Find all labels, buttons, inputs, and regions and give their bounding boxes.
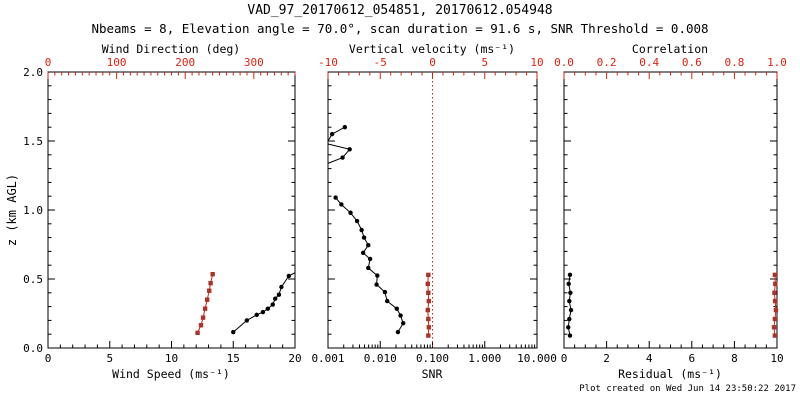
svg-text:-10: -10 xyxy=(318,56,338,69)
series-vertical-velocity xyxy=(425,272,432,338)
residual-axis-title: Residual (ms⁻¹) xyxy=(618,367,722,381)
series-snr-upper-a xyxy=(327,125,348,142)
svg-text:15: 15 xyxy=(227,352,240,365)
svg-text:10: 10 xyxy=(530,56,543,69)
plot-subtitle: Nbeams = 8, Elevation angle = 70.0°, sca… xyxy=(91,21,709,36)
svg-text:0.2: 0.2 xyxy=(597,56,617,69)
svg-text:-5: -5 xyxy=(374,56,387,69)
svg-text:300: 300 xyxy=(244,56,264,69)
plot-created-timestamp: Plot created on Wed Jun 14 23:50:22 2017 xyxy=(579,384,796,394)
svg-text:1.000: 1.000 xyxy=(468,352,501,365)
vertical-velocity-axis-title: Vertical velocity (ms⁻¹) xyxy=(348,42,516,56)
svg-text:4: 4 xyxy=(646,352,653,365)
snr-axis-title: SNR xyxy=(421,367,443,381)
svg-text:5: 5 xyxy=(106,352,113,365)
series-residual xyxy=(566,272,574,338)
svg-text:0: 0 xyxy=(429,56,436,69)
svg-text:2.0: 2.0 xyxy=(23,66,43,79)
svg-text:10.000: 10.000 xyxy=(517,352,557,365)
svg-text:10: 10 xyxy=(165,352,178,365)
svg-text:8: 8 xyxy=(731,352,738,365)
snr-panel: 0.001 0.010 0.100 1.000 10.000 -10 -5 0 5 10 xyxy=(311,56,556,365)
wind-direction-axis-title: Wind Direction (deg) xyxy=(101,42,241,56)
svg-text:0.010: 0.010 xyxy=(364,352,397,365)
svg-text:1.5: 1.5 xyxy=(23,135,43,148)
plot-title: VAD_97_20170612_054851, 20170612.054948 xyxy=(247,3,553,18)
series-snr-profile xyxy=(333,195,406,335)
correlation-axis-title: Correlation xyxy=(631,42,709,56)
series-correlation xyxy=(771,272,779,338)
series-wind-direction xyxy=(195,271,215,336)
svg-text:0: 0 xyxy=(45,352,52,365)
svg-text:0.100: 0.100 xyxy=(416,352,449,365)
svg-text:6: 6 xyxy=(688,352,695,365)
residual-panel: 0 2 4 6 8 10 0.0 0.2 0.4 0.6 0.8 1.0 xyxy=(554,56,787,365)
svg-text:1.0: 1.0 xyxy=(23,204,43,217)
svg-text:0.5: 0.5 xyxy=(23,273,43,286)
svg-text:0.0: 0.0 xyxy=(23,342,43,355)
svg-text:0.6: 0.6 xyxy=(682,56,702,69)
svg-text:1.0: 1.0 xyxy=(767,56,787,69)
svg-text:5: 5 xyxy=(481,56,488,69)
svg-text:0: 0 xyxy=(561,352,568,365)
svg-text:0: 0 xyxy=(45,56,52,69)
svg-text:10: 10 xyxy=(770,352,783,365)
svg-text:2: 2 xyxy=(603,352,610,365)
svg-text:200: 200 xyxy=(175,56,195,69)
svg-text:0.001: 0.001 xyxy=(311,352,344,365)
series-snr-upper-b xyxy=(327,143,352,164)
wind-speed-axis-title: Wind Speed (ms⁻¹) xyxy=(112,367,230,381)
svg-text:20: 20 xyxy=(288,352,301,365)
svg-text:0.4: 0.4 xyxy=(639,56,659,69)
series-wind-speed xyxy=(231,272,296,335)
svg-text:0.0: 0.0 xyxy=(554,56,574,69)
svg-text:0.8: 0.8 xyxy=(724,56,744,69)
svg-text:100: 100 xyxy=(107,56,127,69)
